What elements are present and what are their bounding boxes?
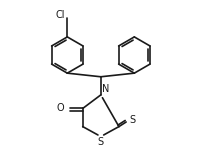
Text: O: O [57, 103, 64, 114]
Text: S: S [130, 115, 136, 125]
Text: Cl: Cl [55, 10, 65, 20]
Text: S: S [98, 138, 104, 148]
Text: N: N [102, 84, 109, 94]
